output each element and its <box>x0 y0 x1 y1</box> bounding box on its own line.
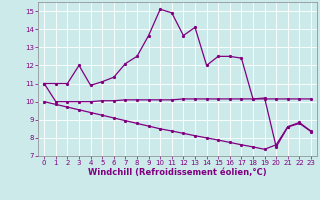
X-axis label: Windchill (Refroidissement éolien,°C): Windchill (Refroidissement éolien,°C) <box>88 168 267 177</box>
